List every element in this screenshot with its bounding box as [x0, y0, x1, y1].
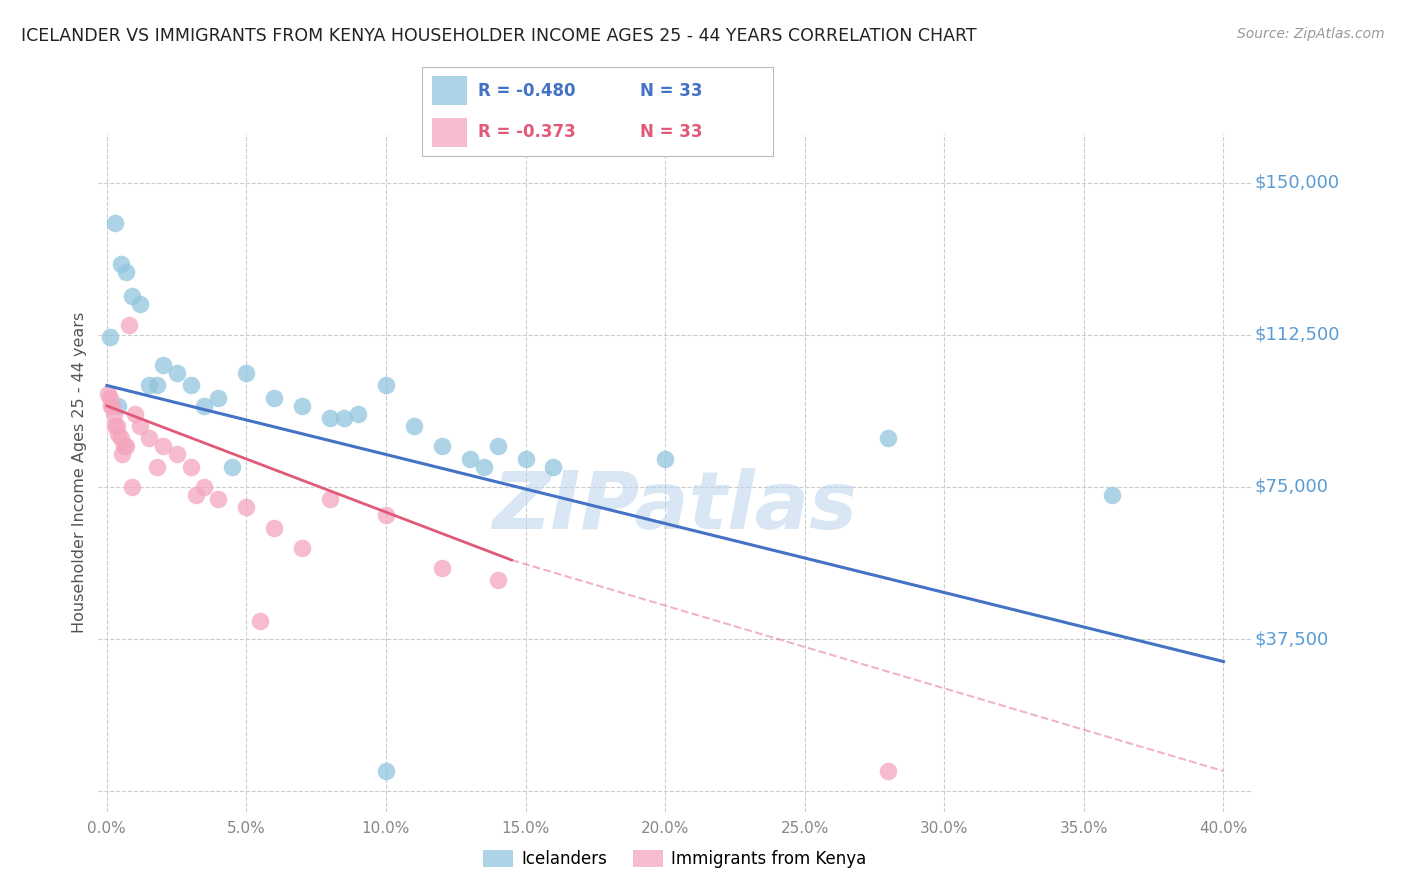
Point: [458, 451, 481, 466]
Point: [180, 378, 202, 392]
Point: [319, 411, 342, 425]
Point: [104, 216, 127, 230]
Point: [146, 459, 169, 474]
Text: R = -0.480: R = -0.480: [478, 82, 575, 100]
Point: [180, 459, 202, 474]
Point: [110, 431, 132, 445]
Point: [375, 764, 398, 778]
Text: $150,000: $150,000: [1254, 174, 1340, 192]
Legend: Icelanders, Immigrants from Kenya: Icelanders, Immigrants from Kenya: [477, 843, 873, 875]
Point: [235, 500, 257, 515]
Point: [146, 378, 169, 392]
Point: [98, 330, 121, 344]
Point: [124, 407, 146, 421]
Y-axis label: Householder Income Ages 25 - 44 years: Householder Income Ages 25 - 44 years: [72, 312, 87, 633]
Point: [107, 427, 129, 442]
Text: R = -0.373: R = -0.373: [478, 123, 576, 141]
Point: [152, 439, 174, 453]
Point: [291, 541, 314, 555]
Point: [249, 614, 271, 628]
Point: [319, 492, 342, 507]
Point: [877, 431, 900, 445]
Point: [118, 318, 141, 332]
Point: [1101, 488, 1123, 502]
Text: N = 33: N = 33: [640, 82, 702, 100]
Point: [115, 265, 138, 279]
Point: [291, 399, 314, 413]
Point: [184, 488, 207, 502]
Point: [263, 391, 285, 405]
Point: [111, 448, 134, 462]
Point: [103, 407, 125, 421]
Point: [97, 386, 120, 401]
Point: [486, 574, 509, 588]
Point: [207, 391, 229, 405]
Point: [375, 508, 398, 523]
Point: [121, 480, 143, 494]
Point: [543, 459, 565, 474]
Point: [100, 399, 122, 413]
Point: [430, 439, 453, 453]
Point: [115, 439, 138, 453]
Bar: [433, 118, 467, 147]
Text: $75,000: $75,000: [1254, 478, 1329, 496]
Text: ZIPatlas: ZIPatlas: [492, 467, 858, 546]
Point: [138, 431, 160, 445]
Point: [430, 561, 453, 575]
Bar: [433, 76, 467, 105]
Point: [333, 411, 356, 425]
Point: [98, 391, 121, 405]
Point: [347, 407, 370, 421]
Point: [263, 520, 285, 534]
Point: [486, 439, 509, 453]
Point: [166, 448, 188, 462]
Text: N = 33: N = 33: [640, 123, 702, 141]
Point: [515, 451, 537, 466]
Point: [235, 367, 257, 381]
Point: [193, 399, 215, 413]
Point: [104, 419, 127, 434]
Point: [107, 399, 129, 413]
Point: [112, 439, 135, 453]
Point: [193, 480, 215, 494]
Point: [402, 419, 425, 434]
Point: [129, 419, 152, 434]
Point: [375, 378, 398, 392]
Point: [877, 764, 900, 778]
Text: $37,500: $37,500: [1254, 630, 1329, 648]
Point: [121, 289, 143, 303]
Point: [472, 459, 495, 474]
Point: [129, 297, 152, 311]
Point: [105, 419, 128, 434]
Point: [152, 358, 174, 372]
Point: [166, 367, 188, 381]
Point: [110, 257, 132, 271]
Point: [138, 378, 160, 392]
Text: Source: ZipAtlas.com: Source: ZipAtlas.com: [1237, 27, 1385, 41]
Point: [221, 459, 243, 474]
Point: [654, 451, 676, 466]
Point: [207, 492, 229, 507]
Text: $112,500: $112,500: [1254, 326, 1340, 343]
Point: [101, 399, 124, 413]
Text: ICELANDER VS IMMIGRANTS FROM KENYA HOUSEHOLDER INCOME AGES 25 - 44 YEARS CORRELA: ICELANDER VS IMMIGRANTS FROM KENYA HOUSE…: [21, 27, 977, 45]
